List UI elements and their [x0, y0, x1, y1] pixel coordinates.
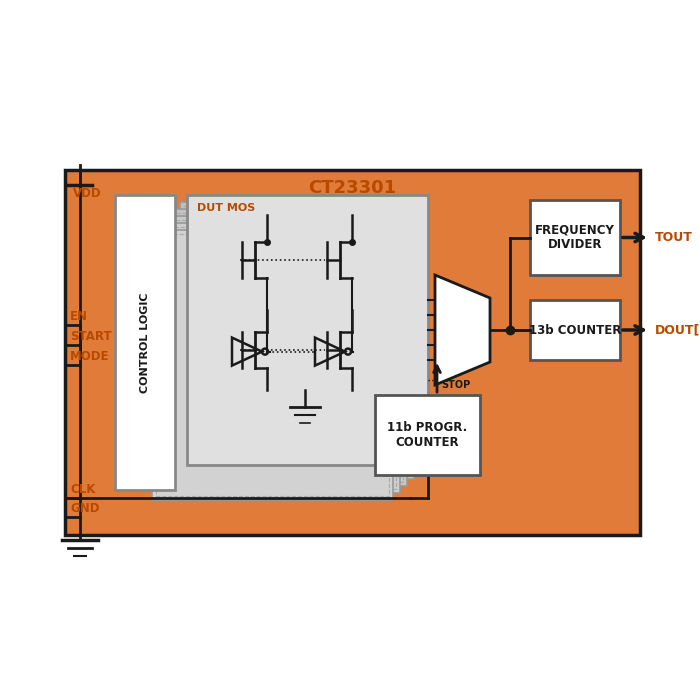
- Text: GND: GND: [70, 502, 99, 515]
- FancyBboxPatch shape: [530, 300, 620, 360]
- FancyBboxPatch shape: [152, 230, 393, 500]
- Text: EN: EN: [70, 310, 88, 323]
- Text: CLK: CLK: [70, 483, 95, 496]
- Text: MODE: MODE: [70, 350, 109, 363]
- FancyBboxPatch shape: [115, 195, 175, 490]
- Text: STOP: STOP: [441, 380, 470, 390]
- FancyBboxPatch shape: [187, 195, 428, 465]
- Text: CT23301: CT23301: [309, 179, 397, 197]
- FancyBboxPatch shape: [375, 395, 480, 475]
- Text: 11b PROGR.
COUNTER: 11b PROGR. COUNTER: [387, 421, 468, 449]
- Text: TOUT: TOUT: [655, 231, 693, 244]
- FancyBboxPatch shape: [530, 200, 620, 275]
- FancyBboxPatch shape: [65, 170, 640, 535]
- FancyBboxPatch shape: [180, 202, 421, 472]
- Text: DUT MOS: DUT MOS: [197, 203, 256, 213]
- Text: 13b COUNTER: 13b COUNTER: [528, 323, 621, 337]
- FancyBboxPatch shape: [159, 223, 400, 493]
- Text: VDD: VDD: [73, 187, 102, 200]
- Polygon shape: [435, 275, 490, 385]
- Text: CONTROL LOGIC: CONTROL LOGIC: [140, 293, 150, 393]
- Text: FREQUENCY
DIVIDER: FREQUENCY DIVIDER: [535, 223, 615, 251]
- Text: DOUT[9:0]: DOUT[9:0]: [655, 323, 700, 337]
- FancyBboxPatch shape: [173, 209, 414, 479]
- FancyBboxPatch shape: [166, 216, 407, 486]
- Text: START: START: [70, 330, 111, 343]
